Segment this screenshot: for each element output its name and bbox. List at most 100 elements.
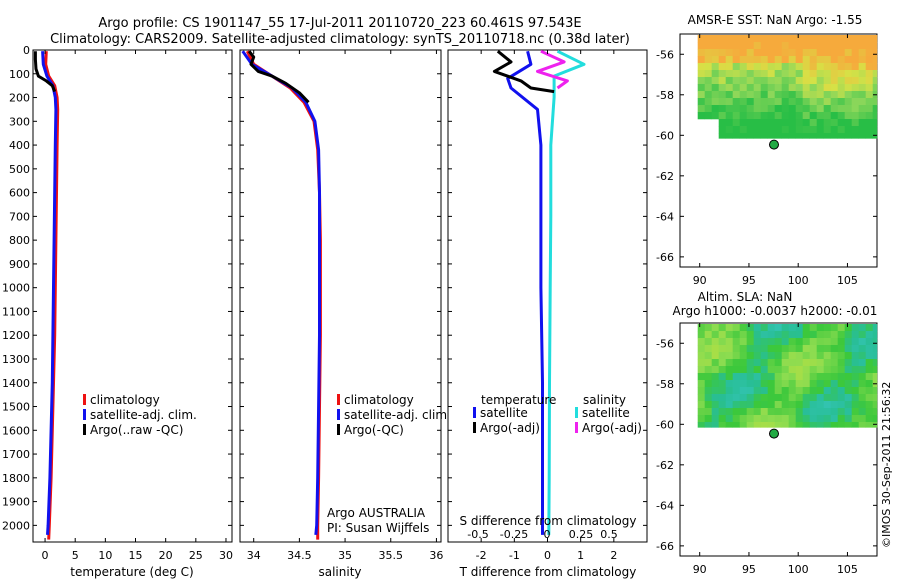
sla-map-panel: Altim. SLA: NaN Argo h1000: -0.0037 h200… [656,290,878,576]
map-cell [725,42,733,50]
map-cell [816,373,824,381]
map-cell [732,359,740,367]
map-cell [732,401,740,409]
x-tick-label: 0 [42,549,49,562]
map-cell [732,366,740,374]
map-cell [816,70,824,78]
map-cell [816,56,824,64]
map-cell [711,394,719,402]
map-cell [781,98,789,106]
map-cell [851,394,859,402]
map-cell [802,366,810,374]
map-x-tick-label: 100 [788,274,809,287]
map-cell [697,380,705,388]
map-cell [872,133,878,139]
map-cell [704,422,712,428]
map-cell [802,119,810,127]
map-cell [697,359,705,367]
x-tick-label: 0 [544,549,551,562]
map-cell [781,126,789,134]
map-cell [760,77,768,85]
map-cell [809,42,817,50]
map-cell [725,415,733,423]
map-cell [851,366,859,374]
map-cell [795,35,803,43]
map-cell [788,126,796,134]
map-y-tick-label: -64 [656,210,674,223]
map-cell [830,366,838,374]
map-x-tick-label: 95 [742,274,756,287]
map-cell [760,380,768,388]
map-cell [718,408,726,416]
map-cell [732,105,740,113]
map-cell [837,338,845,346]
temperature-panel: 0100200300400500600700800900100011001200… [2,44,233,579]
map-cell [858,415,866,423]
map-cell [739,408,747,416]
map-cell [760,359,768,367]
map-cell [795,331,803,339]
legend-header-salinity: salinity [583,393,626,407]
map-cell [711,84,719,92]
map-cell [844,112,852,120]
map-cell [697,324,705,332]
map-cell [760,49,768,57]
map-cell [802,380,810,388]
map-cell [753,401,761,409]
map-cell [795,105,803,113]
map-cell [865,415,873,423]
map-cell [858,126,866,134]
map-cell [746,415,754,423]
map-cell [830,359,838,367]
map-cell [774,112,782,120]
map-cell [732,422,740,428]
map-cell [704,345,712,353]
map-y-tick-label: -66 [656,540,674,553]
x-tick-label: 34 [247,549,261,562]
map-cell [795,415,803,423]
map-cell [767,105,775,113]
map-cell [718,324,726,332]
header-line2: Climatology: CARS2009. Satellite-adjuste… [50,32,630,47]
map-cell [844,98,852,106]
map-cell [725,373,733,381]
map-cell [711,49,719,57]
map-x-tick-label: 95 [742,563,756,576]
map-cell [753,373,761,381]
map-cell [781,70,789,78]
legend-label: Argo(-adj) [480,421,540,435]
map-cell [732,56,740,64]
map-cell [781,359,789,367]
map-cell [809,352,817,360]
map-cell [823,49,831,57]
map-cell [809,338,817,346]
map-cell [795,394,803,402]
map-cell [872,415,878,423]
map-cell [865,366,873,374]
map-cell [788,42,796,50]
map-cell [816,126,824,134]
map-cell [851,56,859,64]
depth-tick-label: 200 [9,92,30,105]
map-cell [718,394,726,402]
map-cell [704,112,712,120]
map-cell [767,49,775,57]
map-cell [816,324,824,332]
map-cell [753,119,761,127]
map-cell [739,126,747,134]
map-cell [774,70,782,78]
map-cell [697,84,705,92]
map-cell [872,105,878,113]
map-cell [816,119,824,127]
map-cell [844,105,852,113]
map-cell [844,63,852,71]
map-cell [704,49,712,57]
map-cell [732,394,740,402]
map-cell [732,387,740,395]
map-cell [725,63,733,71]
map-cell [767,91,775,99]
map-cell [844,84,852,92]
map-cell [865,119,873,127]
map-cell [851,77,859,85]
map-cell [802,42,810,50]
